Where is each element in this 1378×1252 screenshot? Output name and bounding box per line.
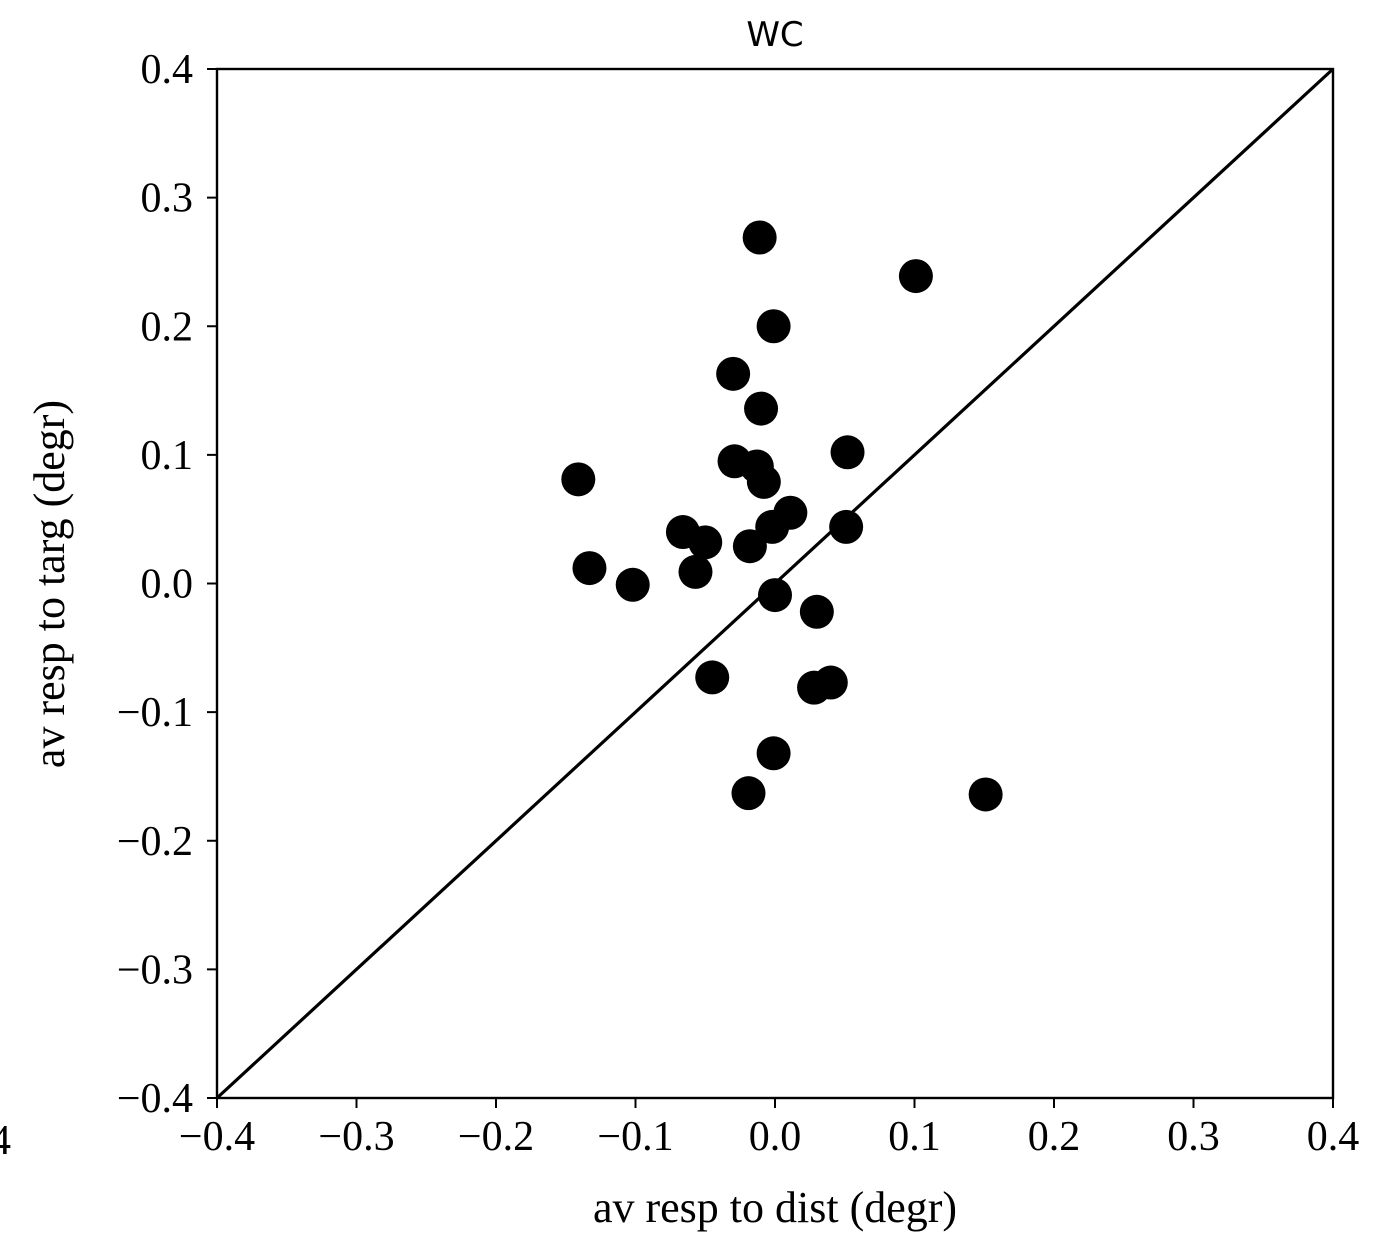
y-axis-label: av resp to targ (degr): [25, 400, 74, 768]
y-tick-label: 0.3: [141, 176, 194, 222]
y-tick-label: 0.1: [141, 433, 194, 479]
x-tick-label: −0.2: [458, 1114, 534, 1160]
data-point: [561, 462, 596, 497]
y-tick-label: −0.2: [117, 819, 193, 865]
data-point: [758, 578, 792, 613]
data-point: [688, 525, 723, 560]
data-point: [695, 660, 730, 695]
chart-title: WC: [746, 15, 803, 55]
x-tick-label: 0.2: [1028, 1114, 1081, 1160]
data-point: [898, 259, 933, 294]
data-point: [716, 356, 751, 391]
data-point: [615, 567, 650, 602]
x-axis-label: av resp to dist (degr): [593, 1183, 957, 1232]
data-point: [746, 464, 781, 499]
data-point: [731, 776, 766, 811]
y-tick-label: −0.3: [117, 947, 193, 993]
data-points: [561, 220, 1003, 812]
y-tick-label: 0.0: [141, 562, 194, 608]
data-point: [755, 509, 790, 544]
data-point: [572, 551, 607, 586]
clipped-edge-label: 4: [0, 1118, 11, 1164]
x-tick-label: −0.4: [179, 1114, 255, 1160]
y-tick-label: −0.1: [117, 690, 193, 736]
y-axis-ticks: −0.4 −0.3 −0.2 −0.1 0.0 0.1 0.2 0.3 0.4: [117, 47, 217, 1122]
data-point: [968, 777, 1003, 812]
x-tick-label: 0.0: [749, 1114, 802, 1160]
x-tick-label: −0.3: [318, 1114, 394, 1160]
x-tick-label: 0.1: [888, 1114, 941, 1160]
data-point: [744, 391, 779, 426]
data-point: [829, 509, 864, 544]
data-point: [830, 435, 865, 470]
x-axis-ticks: −0.4 −0.3 −0.2 −0.1 0.0 0.1 0.2 0.3 0.4: [179, 1098, 1359, 1160]
data-point: [756, 736, 791, 771]
y-tick-label: 0.2: [141, 304, 194, 350]
data-point: [797, 670, 832, 705]
x-tick-label: −0.1: [597, 1114, 673, 1160]
data-point: [799, 594, 834, 629]
data-point: [678, 554, 713, 589]
data-point: [732, 529, 767, 564]
y-tick-label: −0.4: [117, 1076, 193, 1122]
data-point: [756, 309, 791, 344]
y-tick-label: 0.4: [141, 47, 194, 93]
x-tick-label: 0.3: [1167, 1114, 1220, 1160]
x-tick-label: 0.4: [1307, 1114, 1360, 1160]
data-point: [742, 220, 777, 255]
